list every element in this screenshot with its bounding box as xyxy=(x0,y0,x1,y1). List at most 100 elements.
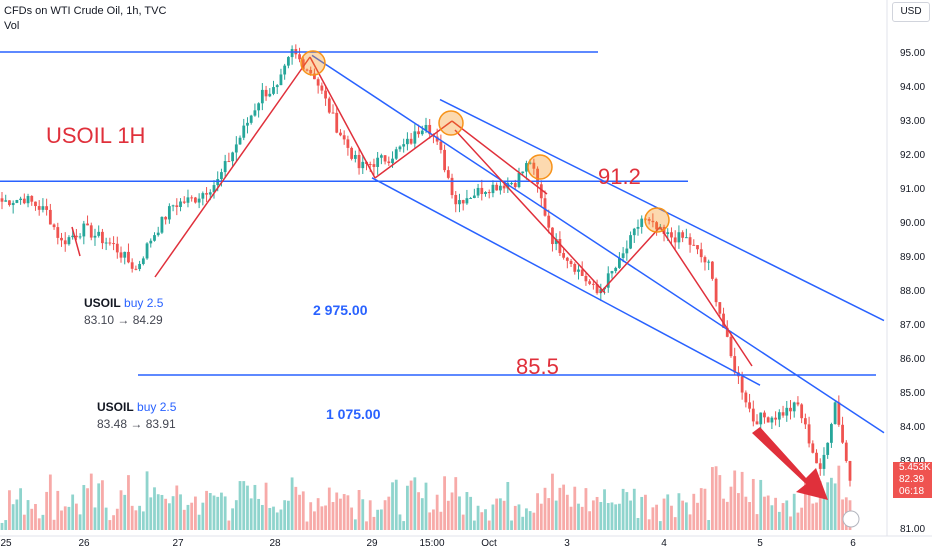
candle-body xyxy=(123,251,127,258)
volume-bar xyxy=(238,481,242,530)
candle-body xyxy=(45,206,49,210)
volume-bar xyxy=(260,504,264,530)
volume-bar xyxy=(461,514,465,530)
candle-body xyxy=(372,164,376,167)
y-tick-label: 86.00 xyxy=(900,354,925,365)
volume-bar xyxy=(257,498,261,530)
volume-bar xyxy=(565,494,569,530)
candle-body xyxy=(670,232,673,238)
candle-body xyxy=(238,137,242,145)
volume-bar xyxy=(554,500,558,530)
volume-indicator-label: Vol xyxy=(4,20,20,32)
volume-bar xyxy=(368,500,372,530)
candle-body xyxy=(234,144,238,153)
candle-body xyxy=(796,402,800,405)
candle-body xyxy=(513,183,517,188)
volume-bar xyxy=(134,510,138,530)
volume-bar xyxy=(34,504,37,530)
candle-body xyxy=(320,85,324,91)
candle-body xyxy=(789,407,792,412)
candle-body xyxy=(580,269,584,276)
candle-body xyxy=(498,185,502,191)
volume-bar xyxy=(67,506,71,530)
volume-bar xyxy=(15,499,19,530)
candle-body xyxy=(848,460,852,481)
candle-body xyxy=(818,463,822,469)
candle-body xyxy=(692,244,696,246)
volume-bar xyxy=(606,503,610,530)
candle-body xyxy=(257,103,261,111)
candle-body xyxy=(361,161,365,169)
volume-bar xyxy=(673,517,677,530)
volume-bar xyxy=(785,500,789,530)
x-tick-label: 28 xyxy=(269,538,281,549)
volume-bar xyxy=(696,502,699,530)
volume-bar xyxy=(309,502,313,530)
trade-profit-2: 1 075.00 xyxy=(326,406,381,422)
candle-body xyxy=(502,185,506,189)
volume-bar xyxy=(167,503,171,530)
candle-body xyxy=(655,222,658,230)
trade-symbol: USOIL xyxy=(97,400,134,414)
volume-bar xyxy=(562,484,566,530)
volume-bar xyxy=(89,473,93,530)
volume-bar xyxy=(517,504,521,530)
candle-body xyxy=(368,164,372,166)
volume-bar xyxy=(357,490,361,530)
candle-body xyxy=(286,57,290,66)
volume-bar xyxy=(376,509,380,530)
candle-body xyxy=(536,168,539,185)
candle-body xyxy=(350,147,354,159)
candle-body xyxy=(97,231,101,236)
candle-body xyxy=(167,206,171,220)
candle-body xyxy=(127,251,130,263)
volume-bar xyxy=(420,498,424,530)
volume-bar xyxy=(246,485,249,530)
candle-body xyxy=(242,125,246,138)
y-tick-label: 94.00 xyxy=(900,82,925,93)
volume-bar xyxy=(811,503,815,530)
volume-bar xyxy=(826,482,830,530)
volume-bar xyxy=(748,502,751,530)
candle-body xyxy=(194,197,197,203)
candle-body xyxy=(770,417,774,423)
volume-bar xyxy=(305,521,309,530)
channel-line-upper xyxy=(311,54,885,434)
candle-body xyxy=(696,245,699,250)
volume-bar xyxy=(625,492,629,530)
candle-body xyxy=(543,198,547,216)
volume-bar xyxy=(398,514,402,530)
x-tick-label: Oct xyxy=(481,538,497,549)
candle-body xyxy=(208,192,212,195)
trend-arrow xyxy=(599,226,661,294)
candle-body xyxy=(562,253,566,258)
candle-body xyxy=(487,191,491,194)
candle-body xyxy=(454,195,458,205)
trend-arrow xyxy=(374,120,453,179)
volume-bar xyxy=(402,521,406,530)
volume-bar xyxy=(156,494,160,530)
volume-bar xyxy=(476,505,480,530)
volume-bar xyxy=(264,482,268,530)
candle-body xyxy=(301,59,305,70)
candle-body xyxy=(688,237,692,245)
volume-bar xyxy=(469,496,473,530)
candle-body xyxy=(777,412,781,420)
volume-bar xyxy=(710,467,714,530)
candle-body xyxy=(246,122,249,126)
x-tick-label: 5 xyxy=(757,538,763,549)
candle-body xyxy=(201,193,205,199)
currency-button[interactable]: USD xyxy=(892,2,930,22)
volume-bar xyxy=(792,493,796,530)
candle-body xyxy=(30,195,34,202)
volume-bar xyxy=(60,510,63,530)
volume-bar xyxy=(346,495,350,530)
countdown-tag: 06:18 xyxy=(893,486,932,498)
candle-body xyxy=(610,271,614,274)
candle-body xyxy=(179,201,182,208)
volume-bar xyxy=(208,493,212,530)
chart-title: CFDs on WTI Crude Oil, 1h, TVC xyxy=(4,5,167,17)
volume-bar xyxy=(361,499,365,530)
volume-bar xyxy=(677,493,681,530)
